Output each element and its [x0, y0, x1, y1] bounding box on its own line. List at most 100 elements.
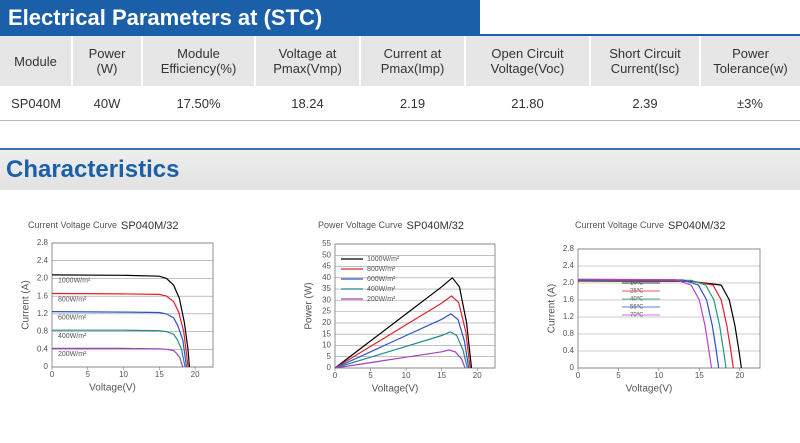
header-cell: Voltage at Pmax(Vmp) [254, 36, 360, 86]
y-tick-label: 25 [322, 307, 331, 316]
x-tick-label: 5 [368, 371, 373, 380]
y-tick-label: 2.8 [563, 244, 575, 253]
y-tick-label: 2.4 [37, 256, 49, 265]
x-tick-label: 5 [86, 370, 91, 379]
y-axis-label: Power (W) [304, 282, 315, 329]
chart-title-text: Current Voltage Curve [28, 220, 117, 230]
y-tick-label: 45 [322, 262, 331, 271]
curve [51, 274, 190, 368]
header-cell: Power Tolerance(w) [699, 36, 800, 86]
y-axis-label: Current (A) [547, 284, 558, 333]
y-tick-label: 1.6 [563, 295, 575, 304]
legend-label: 400W/m² [58, 333, 87, 340]
y-tick-label: 5 [327, 352, 332, 361]
x-tick-label: 20 [473, 371, 482, 380]
chart-title: Current Voltage Curve SP040M/32 [28, 220, 179, 232]
section-title: Electrical Parameters at (STC) [0, 0, 480, 36]
legend-label: 600W/m² [58, 314, 87, 321]
curve [334, 295, 471, 369]
y-tick-label: 0.8 [563, 329, 575, 338]
header-cell: Module Efficiency(%) [141, 36, 255, 86]
legend-label: 600W/m² [367, 276, 396, 283]
x-axis-label: Voltage(V) [372, 384, 419, 395]
curve [334, 349, 466, 369]
legend-label: 200W/m² [58, 351, 87, 358]
characteristics-title: Characteristics [0, 148, 800, 190]
curve [577, 279, 727, 369]
divider [0, 34, 800, 36]
curve [334, 331, 468, 369]
x-tick-label: 10 [119, 370, 128, 379]
y-tick-label: 0.4 [37, 344, 49, 353]
y-tick-label: 1.6 [37, 291, 49, 300]
x-tick-label: 10 [402, 371, 411, 380]
chart-model: SP040M/32 [407, 220, 464, 232]
y-tick-label: 30 [322, 295, 331, 304]
curve [51, 292, 189, 368]
header-cell: Current at Pmax(Imp) [359, 36, 465, 86]
y-tick-label: 10 [322, 341, 331, 350]
header-cell: Short Circuit Current(Isc) [589, 36, 700, 86]
y-tick-label: 0 [570, 363, 575, 372]
chart-title: Current Voltage Curve SP040M/32 [575, 220, 726, 232]
y-axis-label: Current (A) [21, 280, 32, 329]
legend-label: 800W/m² [367, 266, 396, 273]
data-row: SP040M 40W 17.50% 18.24 2.19 21.80 2.39 ±3% [0, 86, 800, 121]
legend-label: 1000W/m² [367, 256, 400, 263]
x-tick-label: 20 [735, 371, 744, 380]
cell: SP040M [0, 86, 72, 121]
legend-label: 800W/m² [58, 296, 87, 303]
y-tick-label: 15 [322, 329, 331, 338]
y-tick-label: 2.4 [563, 261, 575, 270]
plot-frame [577, 248, 761, 369]
x-tick-label: 15 [155, 370, 164, 379]
cell: ±3% [700, 86, 800, 121]
curve [577, 278, 713, 369]
legend-label: 400W/m² [367, 286, 396, 293]
y-tick-label: 35 [322, 284, 331, 293]
y-tick-label: 2.0 [37, 274, 49, 283]
chart-title-text: Power Voltage Curve [318, 220, 403, 230]
legend-label: 200W/m² [367, 296, 396, 303]
y-tick-label: 0 [44, 362, 49, 371]
cell: 18.24 [255, 86, 360, 121]
header-cell: Open Circuit Voltage(Voc) [464, 36, 590, 86]
legend-label: 40℃ [630, 297, 644, 303]
chart-model: SP040M/32 [121, 220, 178, 232]
x-tick-label: 0 [50, 370, 55, 379]
x-tick-label: 0 [333, 371, 338, 380]
legend-label: 70℃ [630, 313, 644, 319]
y-tick-label: 1.2 [563, 312, 575, 321]
header-cell: Module [0, 36, 72, 86]
plot-frame [334, 243, 496, 369]
y-tick-label: 1.2 [37, 309, 49, 318]
x-axis-label: Voltage(V) [626, 384, 673, 395]
x-tick-label: 15 [437, 371, 446, 380]
plot-frame [51, 242, 214, 368]
y-tick-label: 0 [327, 363, 332, 372]
curve [334, 313, 470, 369]
parameters-table: Module Power (W) Module Efficiency(%) Volta… [0, 36, 800, 121]
curve [52, 329, 186, 368]
y-tick-label: 2.8 [37, 238, 49, 247]
legend-label: 1000W/m² [58, 278, 91, 285]
cell: 40W [72, 86, 142, 121]
curve [52, 347, 184, 368]
cell: 21.80 [465, 86, 590, 121]
y-tick-label: 55 [322, 239, 331, 248]
y-tick-label: 50 [322, 250, 331, 259]
x-tick-label: 0 [576, 371, 581, 380]
legend-label: 25℃ [630, 289, 644, 295]
y-tick-label: 40 [322, 273, 331, 282]
curve [51, 311, 188, 368]
legend-label: 55℃ [630, 305, 644, 311]
legend-label: 10℃ [630, 281, 644, 287]
x-tick-label: 5 [616, 371, 621, 380]
y-tick-label: 0.8 [37, 327, 49, 336]
curve [334, 276, 473, 369]
y-tick-label: 2.0 [563, 278, 575, 287]
cell: 17.50% [142, 86, 255, 121]
x-tick-label: 15 [695, 371, 704, 380]
